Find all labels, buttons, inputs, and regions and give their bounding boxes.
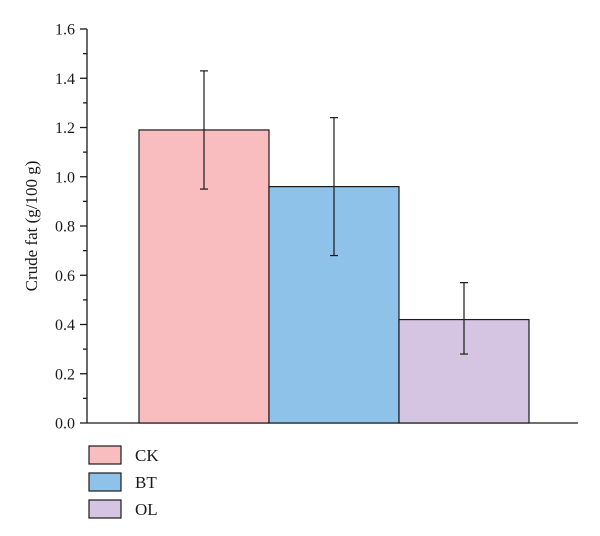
legend-label: CK	[135, 446, 159, 465]
legend-label: OL	[135, 500, 158, 519]
y-tick-label: 0.2	[55, 366, 75, 383]
legend: CK BT OL	[88, 445, 159, 519]
y-tick-label: 1.6	[55, 22, 75, 39]
y-tick-label: 0.6	[55, 268, 75, 285]
y-tick-label: 1.0	[55, 169, 75, 186]
y-tick-label: 0.8	[55, 219, 75, 236]
y-tick-label: 0.0	[55, 416, 75, 433]
error-bar-bt	[330, 117, 338, 257]
legend-item-ck: CK	[88, 445, 159, 465]
legend-item-bt: BT	[88, 472, 157, 492]
error-bars	[200, 70, 468, 355]
y-tick-label: 1.2	[55, 120, 75, 137]
y-tick-label: 1.4	[55, 71, 75, 88]
error-bar-ol	[460, 282, 468, 355]
error-bar-ck	[200, 70, 208, 190]
legend-swatch	[88, 472, 122, 492]
legend-swatch	[88, 499, 122, 519]
y-axis-title: Crude fat (g/100 g)	[22, 161, 41, 292]
legend-label: BT	[135, 473, 157, 492]
y-tick-label: 0.4	[55, 317, 75, 334]
legend-swatch	[88, 445, 122, 465]
legend-item-ol: OL	[88, 499, 158, 519]
y-axis: 0.0 0.2 0.4 0.6 0.8 1.0 1.2 1.4 1.6	[55, 22, 88, 433]
